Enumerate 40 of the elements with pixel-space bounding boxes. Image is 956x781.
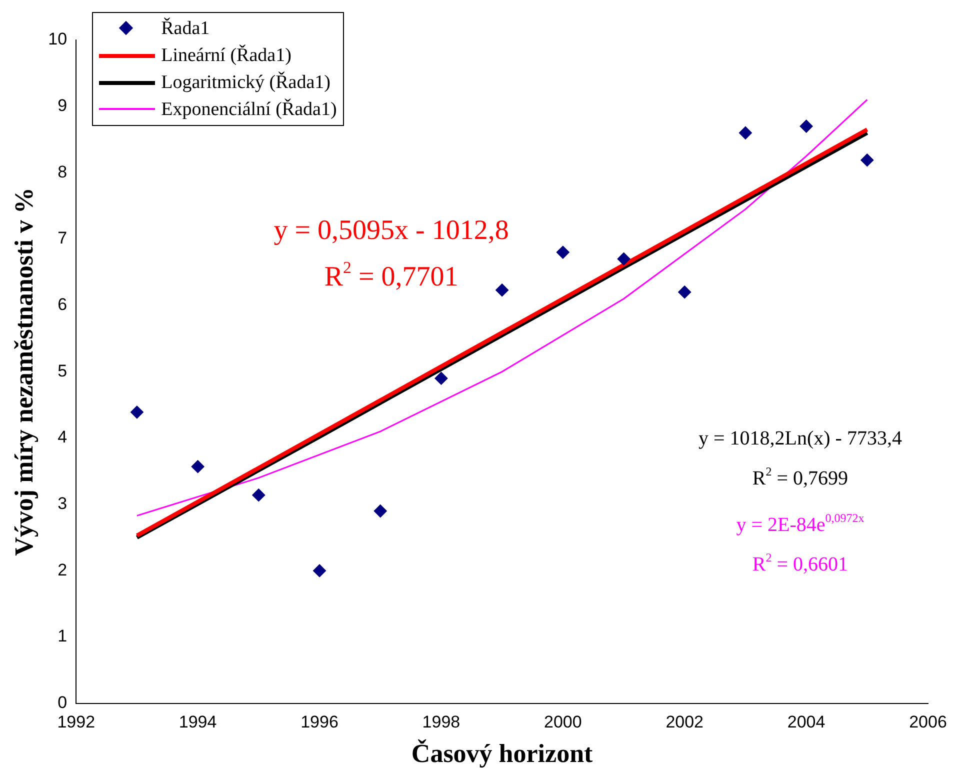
point	[556, 246, 570, 259]
y-tick-label: 6	[58, 295, 68, 314]
y-axis-title: Vývoj míry nezaměstnanosti v %	[9, 188, 38, 556]
point	[800, 120, 813, 133]
y-tick-label: 8	[58, 162, 68, 182]
y-tick-label: 0	[58, 693, 68, 712]
legend-label: Logaritmický (Řada1)	[161, 72, 330, 94]
legend-label: Lineární (Řada1)	[161, 44, 292, 66]
y-tick-label: 3	[58, 494, 68, 514]
x-tick-label: 1996	[300, 712, 338, 732]
y-tick-label: 7	[58, 228, 68, 248]
legend-label: Exponenciální (Řada1)	[161, 98, 337, 120]
point	[496, 284, 509, 297]
point	[374, 504, 387, 518]
x-axis-title: Časový horizont	[411, 739, 594, 768]
y-tick-label: 10	[48, 30, 68, 49]
y-tick-label: 2	[58, 560, 68, 580]
x-tick-label: 2000	[544, 712, 582, 732]
point	[860, 154, 874, 167]
annotation: y = 1018,2Ln(x) - 7733,4	[698, 428, 902, 450]
y-tick-label: 5	[58, 361, 68, 380]
x-tick-label: 1992	[57, 712, 96, 732]
x-tick-label: 2006	[909, 712, 947, 732]
annotation: y = 0,5095x - 1012,8	[274, 215, 509, 246]
x-tick-label: 1994	[178, 712, 217, 732]
point	[678, 286, 692, 299]
y-tick-label: 9	[58, 96, 68, 116]
y-tick-label: 1	[58, 626, 68, 646]
point	[252, 488, 266, 502]
x-tick-label: 2004	[787, 712, 826, 732]
legend-label: Řada1	[161, 18, 210, 40]
y-tick-label: 4	[58, 428, 68, 447]
point	[130, 406, 144, 419]
point	[434, 372, 448, 385]
x-tick-label: 2002	[666, 712, 704, 732]
x-tick-label: 1998	[422, 712, 460, 732]
point	[313, 564, 326, 578]
point	[738, 126, 752, 140]
point	[617, 252, 630, 266]
point	[191, 460, 204, 474]
